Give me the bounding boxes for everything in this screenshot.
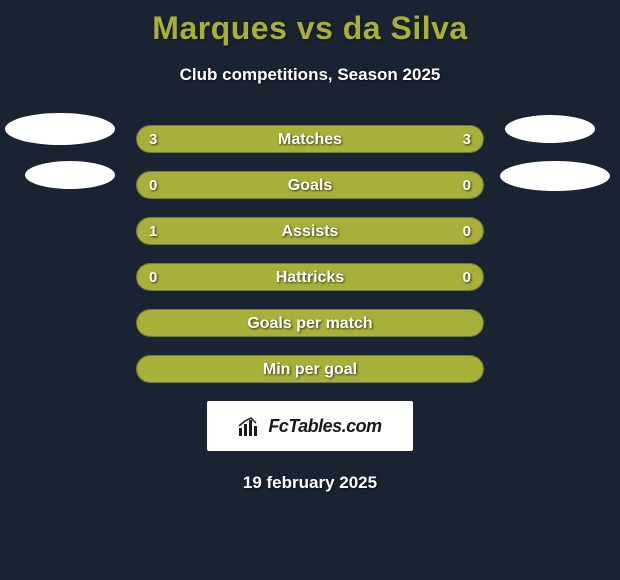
stat-value-left: 1 <box>149 218 157 245</box>
stat-label: Assists <box>137 218 483 245</box>
stat-row: Assists1 0 <box>136 217 484 245</box>
stat-label: Goals <box>137 172 483 199</box>
player-photo-placeholder-left-1 <box>5 113 115 145</box>
stat-value-right: 0 <box>463 218 471 245</box>
stat-row: Min per goal <box>136 355 484 383</box>
stat-value-right: 3 <box>463 126 471 153</box>
date-line: 19 february 2025 <box>0 473 620 493</box>
source-badge: FcTables.com <box>207 401 413 451</box>
bars-chart-icon <box>238 416 262 436</box>
player-photo-placeholder-right-2 <box>500 161 610 191</box>
stat-row: Goals per match <box>136 309 484 337</box>
comparison-card: Marques vs da Silva Club competitions, S… <box>0 0 620 493</box>
stat-row: Goals0 0 <box>136 171 484 199</box>
card-subtitle: Club competitions, Season 2025 <box>0 65 620 85</box>
stat-row: Hattricks0 0 <box>136 263 484 291</box>
player-photo-placeholder-left-2 <box>25 161 115 189</box>
stats-area: Matches33Goals00Assists10Hattricks00Goal… <box>0 125 620 493</box>
card-title: Marques vs da Silva <box>0 10 620 47</box>
stat-label: Matches <box>137 126 483 153</box>
stat-label: Goals per match <box>137 310 483 337</box>
stat-row: Matches3 3 <box>136 125 484 153</box>
stat-rows-container: Matches33Goals00Assists10Hattricks00Goal… <box>136 125 484 383</box>
stat-value-right: 0 <box>463 264 471 291</box>
source-text: FcTables.com <box>268 416 381 437</box>
player-photo-placeholder-right-1 <box>505 115 595 143</box>
stat-label: Min per goal <box>137 356 483 383</box>
stat-value-right: 0 <box>463 172 471 199</box>
stat-value-left: 3 <box>149 126 157 153</box>
stat-value-left: 0 <box>149 172 157 199</box>
stat-value-left: 0 <box>149 264 157 291</box>
stat-label: Hattricks <box>137 264 483 291</box>
